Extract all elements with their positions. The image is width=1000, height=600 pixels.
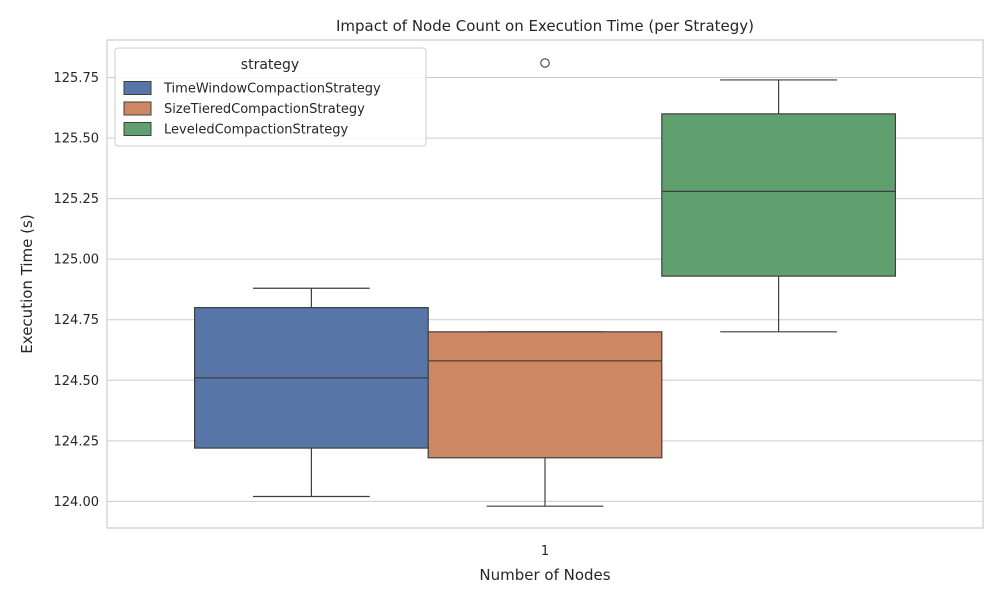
box-SizeTieredCompactionStrategy xyxy=(427,58,663,507)
legend-swatch xyxy=(123,122,152,136)
y-tick-label: 124.50 xyxy=(54,374,100,389)
y-tick-label: 125.75 xyxy=(54,71,100,86)
legend-swatch xyxy=(123,81,152,95)
x-tick-label: 1 xyxy=(541,544,549,559)
plot-frame xyxy=(106,39,984,529)
legend-entry: SizeTieredCompactionStrategy xyxy=(164,102,365,117)
legend: strategy TimeWindowCompactionStrategy Siz… xyxy=(114,47,427,147)
y-tick-label: 124.25 xyxy=(54,434,100,449)
y-tick-label: 124.00 xyxy=(54,495,100,510)
legend-entry: LeveledCompactionStrategy xyxy=(164,123,349,138)
legend-entry: TimeWindowCompactionStrategy xyxy=(163,82,381,97)
y-axis-label: Execution Time (s) xyxy=(18,214,36,353)
y-tick-label: 125.25 xyxy=(54,192,100,207)
legend-title: strategy xyxy=(241,57,299,73)
legend-swatch xyxy=(123,101,152,116)
x-ticks: 1 xyxy=(541,544,549,559)
outlier-point xyxy=(540,58,550,68)
y-tick-label: 125.00 xyxy=(54,253,100,268)
chart-title: Impact of Node Count on Execution Time (… xyxy=(336,17,754,35)
legend-items: TimeWindowCompactionStrategy SizeTieredCo… xyxy=(123,81,381,138)
y-tick-label: 125.50 xyxy=(54,132,100,147)
y-tick-label: 124.75 xyxy=(54,313,100,328)
boxes xyxy=(194,58,896,507)
iqr-box xyxy=(661,113,896,277)
box-TimeWindowCompactionStrategy xyxy=(194,287,429,498)
box-LeveledCompactionStrategy xyxy=(661,79,896,333)
iqr-box xyxy=(427,331,663,459)
y-ticks: 124.00 124.25 124.50 124.75 125.00 125.25 125.… xyxy=(54,71,100,510)
x-axis-label: Number of Nodes xyxy=(479,566,610,584)
legend-frame xyxy=(114,47,427,147)
